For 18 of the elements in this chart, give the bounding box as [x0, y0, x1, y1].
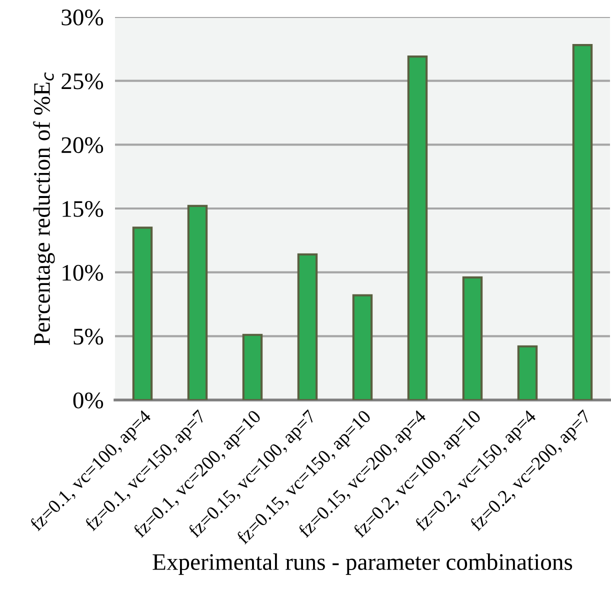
x-axis-title: Experimental runs - parameter combinations: [152, 553, 572, 575]
y-tick-label: 5%: [74, 328, 104, 345]
y-tick-label: 10%: [62, 264, 104, 281]
y-tick-label: 25%: [62, 73, 104, 90]
bar: [242, 334, 263, 400]
bar: [352, 294, 373, 400]
bar: [132, 226, 153, 400]
bar: [462, 276, 483, 400]
bar: [297, 253, 318, 400]
y-tick-label: 20%: [62, 137, 104, 154]
bar: [517, 345, 538, 400]
y-tick-label: 30%: [62, 9, 104, 26]
bar: [187, 204, 208, 400]
y-axis-title: Percentage reduction of %E$_{c}$: [33, 72, 55, 345]
y-tick-label: 0%: [73, 392, 104, 408]
y-tick-label: 15%: [62, 200, 104, 217]
bar: [572, 44, 593, 400]
bar: [407, 56, 428, 400]
